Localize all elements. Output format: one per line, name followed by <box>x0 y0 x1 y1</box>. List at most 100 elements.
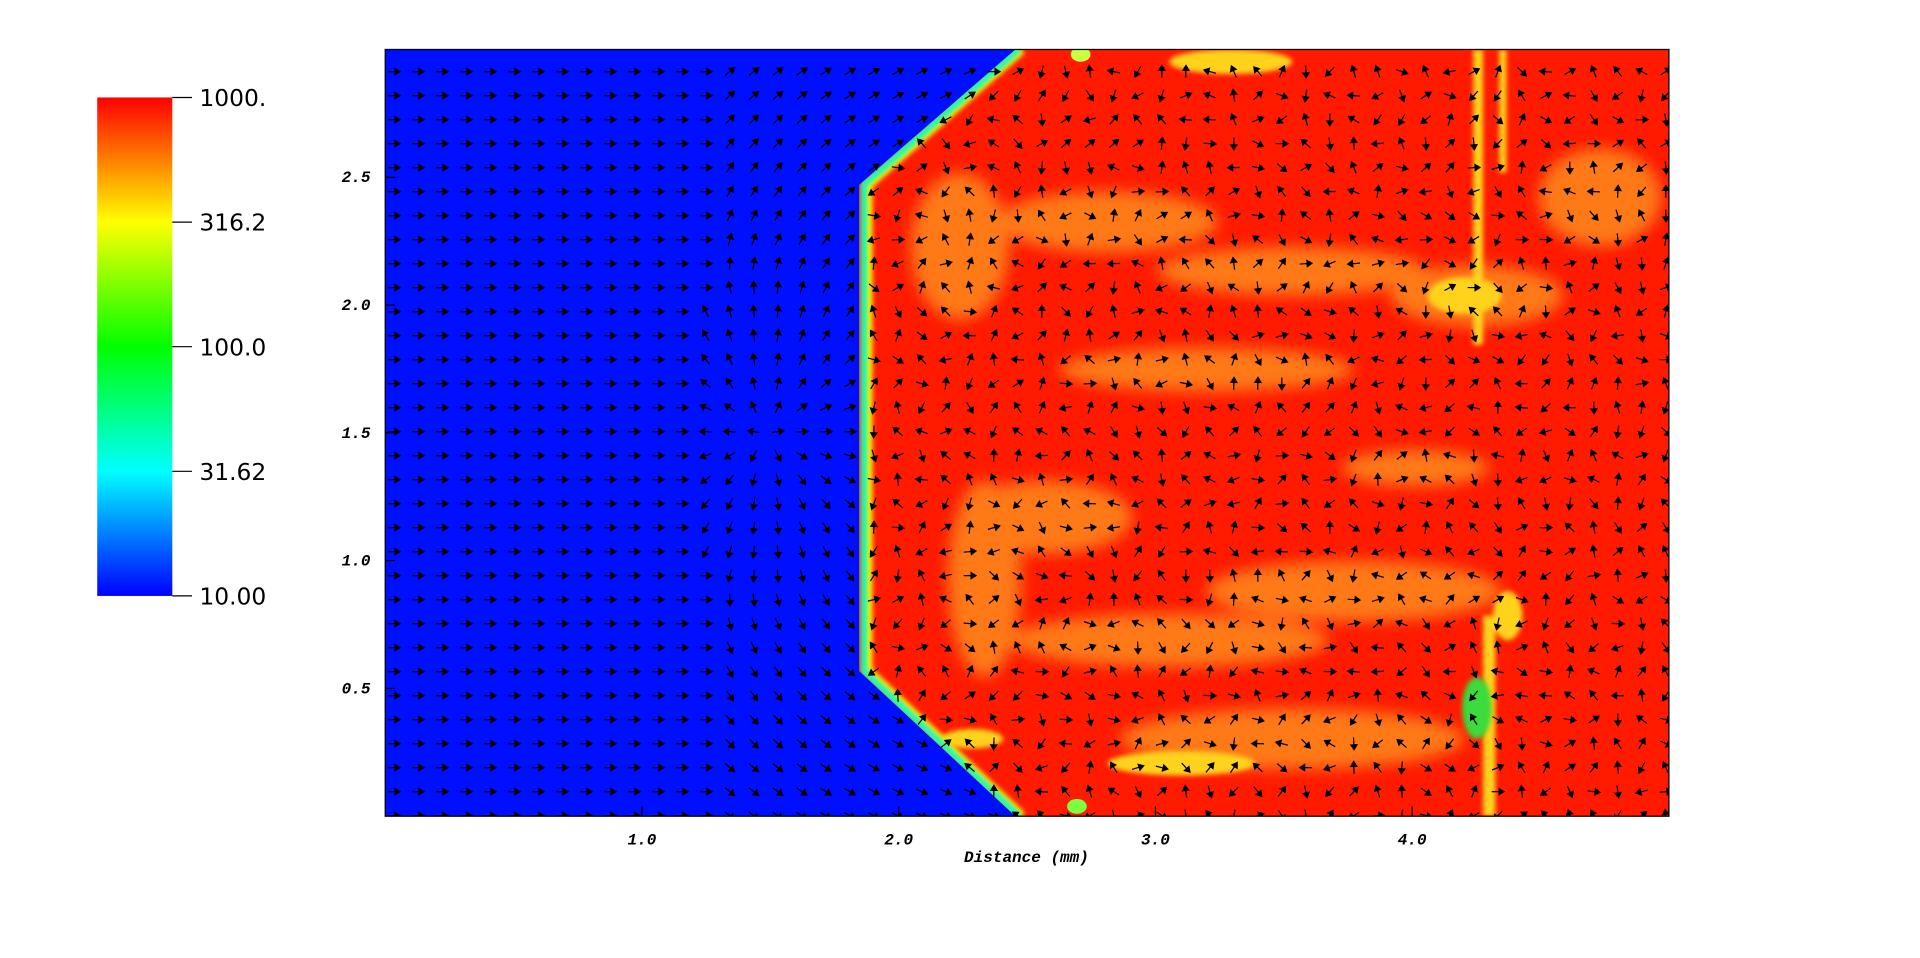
arrow <box>893 688 902 702</box>
arrow <box>726 665 734 678</box>
arrow <box>603 499 618 508</box>
arrow <box>1229 330 1240 341</box>
arrow <box>699 403 712 412</box>
arrow <box>1275 307 1288 316</box>
arrow <box>579 763 594 772</box>
arrow <box>1614 281 1622 295</box>
arrow <box>459 187 474 196</box>
arrow <box>797 209 807 221</box>
arrow <box>1515 427 1528 436</box>
arrow <box>796 451 809 460</box>
arrow <box>1205 785 1215 799</box>
arrow <box>1131 475 1144 484</box>
arrow <box>1252 762 1263 773</box>
arrow <box>773 138 784 149</box>
arrow <box>579 691 594 700</box>
arrow <box>870 449 879 463</box>
arrow <box>1299 667 1312 676</box>
arrow <box>1155 380 1168 388</box>
arrow <box>892 91 905 100</box>
arrow <box>965 232 975 246</box>
arrow <box>1156 211 1169 220</box>
arrow <box>1518 545 1526 558</box>
arrow <box>1012 114 1023 125</box>
arrow <box>798 521 806 535</box>
arrow <box>1613 785 1623 799</box>
arrow <box>988 90 999 101</box>
arrow <box>1253 425 1263 437</box>
arrow <box>699 211 714 220</box>
arrow <box>1348 523 1361 532</box>
arrow <box>892 618 903 629</box>
arrow <box>941 402 951 413</box>
arrow <box>603 571 618 580</box>
arrow <box>1587 571 1602 580</box>
arrow <box>579 235 594 244</box>
arrow <box>1446 185 1454 199</box>
arrow <box>1108 450 1120 461</box>
arrow <box>1491 211 1506 220</box>
arrow <box>1180 283 1192 293</box>
arrow <box>699 163 714 172</box>
arrow <box>1298 763 1313 772</box>
arrow <box>1085 64 1094 78</box>
arrow <box>1348 306 1359 317</box>
arrow <box>1182 521 1190 534</box>
arrow <box>531 403 546 412</box>
arrow <box>1083 740 1096 748</box>
arrow <box>675 595 690 604</box>
arrow <box>1493 90 1502 102</box>
arrow <box>483 523 498 532</box>
arrow <box>531 67 546 76</box>
arrow <box>821 210 831 221</box>
arrow <box>483 403 498 412</box>
arrow <box>435 475 450 484</box>
arrow <box>1541 354 1550 366</box>
arrow <box>1468 522 1479 533</box>
arrow <box>1301 112 1310 126</box>
arrow <box>1470 784 1478 798</box>
arrow <box>725 497 734 511</box>
arrow <box>700 378 711 389</box>
arrow <box>1085 282 1095 293</box>
arrow <box>1202 547 1216 556</box>
arrow <box>579 91 594 100</box>
arrow <box>1370 667 1385 676</box>
arrow <box>1109 569 1119 583</box>
arrow <box>603 427 618 436</box>
arrow <box>1349 737 1359 751</box>
arrow <box>1109 281 1118 295</box>
arrow <box>579 427 594 436</box>
arrow <box>1468 211 1481 220</box>
arrow <box>1156 618 1167 629</box>
arrow <box>1109 665 1118 678</box>
arrow <box>387 427 402 436</box>
arrow <box>1203 91 1216 100</box>
arrow <box>1613 400 1622 414</box>
arrow <box>555 499 570 508</box>
arrow <box>1011 332 1024 340</box>
arrow <box>868 715 880 724</box>
arrow <box>1613 568 1622 582</box>
arrow <box>387 115 402 124</box>
arrow <box>1037 258 1046 270</box>
arrow <box>1446 497 1454 510</box>
arrow <box>1397 377 1406 391</box>
arrow <box>1613 425 1622 439</box>
arrow <box>699 763 714 772</box>
arrow <box>725 232 735 246</box>
arrow <box>1468 739 1480 749</box>
arrow <box>483 379 498 388</box>
arrow <box>986 283 1000 292</box>
arrow <box>869 304 878 318</box>
arrow <box>555 715 570 724</box>
arrow <box>603 163 618 172</box>
arrow <box>1444 354 1456 365</box>
arrow <box>701 545 710 559</box>
arrow <box>435 283 450 292</box>
arrow <box>939 764 953 772</box>
arrow <box>387 235 402 244</box>
arrow <box>1205 208 1214 222</box>
arrow <box>1180 499 1192 508</box>
arrow <box>1229 64 1238 78</box>
